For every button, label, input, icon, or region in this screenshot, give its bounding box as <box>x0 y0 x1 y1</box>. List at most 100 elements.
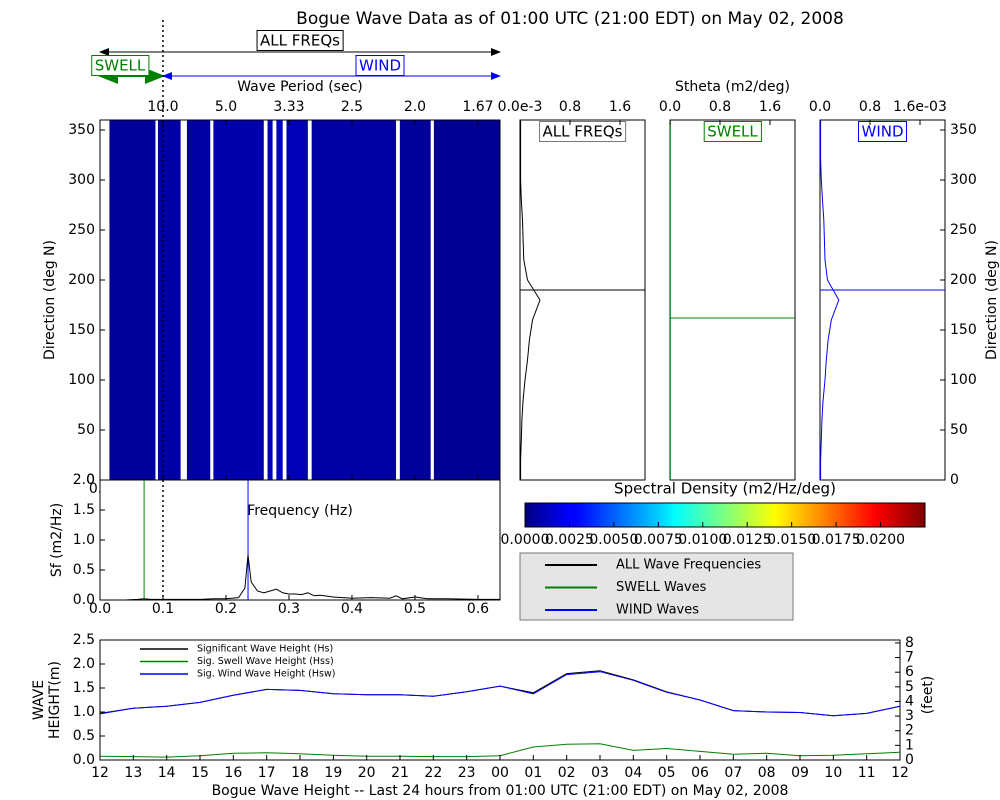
x-tick-label: 0.1 <box>152 601 174 617</box>
x-tick-label: 20 <box>358 765 376 781</box>
legend-label: Sig. Wind Wave Height (Hsw) <box>197 669 335 680</box>
y-tick-label: 0 <box>86 472 95 488</box>
y-tick-label: 150 <box>68 322 95 338</box>
panel-title: ALL FREQs <box>543 123 623 141</box>
y-tick-label: 100 <box>950 372 977 388</box>
y2-tick-label: 8 <box>905 635 914 651</box>
all-freqs-label: ALL FREQs <box>260 32 340 50</box>
heatmap-cell <box>186 120 211 480</box>
stheta-line <box>820 120 840 480</box>
x-tick-label: 0.0 <box>809 99 831 115</box>
axes-frame <box>669 119 796 481</box>
y-tick-label: 2.5 <box>73 632 95 648</box>
y-axis-label: Sf (m2/Hz) <box>49 503 65 577</box>
y-tick-label: 250 <box>950 222 977 238</box>
label-box <box>703 121 762 142</box>
y-tick-label: 200 <box>950 272 977 288</box>
y-axis-label: HEIGHT(m) <box>47 661 63 739</box>
heatmap-cell <box>213 120 264 480</box>
x-tick-label: 13 <box>124 765 142 781</box>
panel-title: WIND <box>861 123 903 141</box>
wind-label: WIND <box>359 57 401 75</box>
colorbar-tick-label: 0.0000 <box>501 532 550 548</box>
x-tick-label: 05 <box>658 765 676 781</box>
panel-title: SWELL <box>707 123 758 141</box>
legend-label: SWELL Waves <box>616 580 707 595</box>
y2-tick-label: 2 <box>905 723 914 739</box>
x-tick-label: 0.8 <box>559 99 581 115</box>
colorbar-tick-label: 0.0050 <box>589 532 638 548</box>
colorbar-label: Spectral Density (m2/Hz/deg) <box>614 480 836 498</box>
x-tick-label: 01 <box>524 765 542 781</box>
x-tick-label: 23 <box>458 765 476 781</box>
y-tick-label: 300 <box>950 172 977 188</box>
y-tick-label: 350 <box>950 122 977 138</box>
y2-tick-label: 5 <box>905 679 914 695</box>
y-axis-label: Direction (deg N) <box>984 240 1000 360</box>
x-tick-label: 0.5 <box>404 601 426 617</box>
y-tick-label: 0.5 <box>73 728 95 744</box>
legend-label: Significant Wave Height (Hs) <box>197 644 333 655</box>
x-tick-label: 03 <box>591 765 609 781</box>
axes-frame <box>99 479 501 601</box>
stheta-line <box>520 120 541 480</box>
x2-tick-label: 2.5 <box>341 99 363 115</box>
x-tick-label: 11 <box>858 765 876 781</box>
x-tick-label: 14 <box>158 765 176 781</box>
x-tick-label: 15 <box>191 765 209 781</box>
y-axis-label: WAVE <box>31 680 47 720</box>
x-tick-label: 10 <box>824 765 842 781</box>
y-tick-label: 1.0 <box>73 532 95 548</box>
y-tick-label: 2.0 <box>73 656 95 672</box>
x-tick-label: 12 <box>91 765 109 781</box>
x-tick-label: 0.4 <box>341 601 363 617</box>
label-box <box>256 30 344 51</box>
y-tick-label: 2.0 <box>73 472 95 488</box>
y-tick-label: 1.0 <box>73 704 95 720</box>
label-box <box>91 55 150 76</box>
axes-frame <box>519 119 646 481</box>
axes-frame <box>819 119 946 481</box>
y-tick-label: 300 <box>68 172 95 188</box>
y-tick-label: 350 <box>68 122 95 138</box>
legend-label: Sig. Swell Wave Height (Hss) <box>197 656 334 667</box>
x-axis-label: Bogue Wave Height -- Last 24 hours from … <box>212 783 789 799</box>
figure-title: Bogue Wave Data as of 01:00 UTC (21:00 E… <box>296 9 844 29</box>
y-tick-label: 1.5 <box>73 502 95 518</box>
x-tick-label: 06 <box>691 765 709 781</box>
y2-tick-label: 7 <box>905 650 914 666</box>
y-tick-label: 100 <box>68 372 95 388</box>
x-tick-label: 0.8 <box>859 99 881 115</box>
x-tick-label: 1.6e-03 <box>893 99 947 115</box>
y-tick-label: 0.0 <box>73 752 95 768</box>
heatmap-cell <box>399 120 431 480</box>
y-tick-label: 0.5 <box>73 562 95 578</box>
swell-label: SWELL <box>95 57 146 75</box>
y-tick-label: 0 <box>950 472 959 488</box>
y-axis-label: Direction (deg N) <box>42 240 58 360</box>
y2-tick-label: 6 <box>905 664 914 680</box>
x2-tick-label: 3.33 <box>273 99 304 115</box>
x-axis-label: Frequency (Hz) <box>247 503 353 519</box>
x-tick-label: 0.0e-3 <box>498 99 543 115</box>
heatmap-cell <box>433 120 500 480</box>
label-box <box>355 55 405 76</box>
x-tick-label: 16 <box>224 765 242 781</box>
heatmap-cell <box>311 120 397 480</box>
colorbar-tick-label: 0.0100 <box>678 532 727 548</box>
heatmap-cell <box>286 120 308 480</box>
y-tick-label: 0.0 <box>73 592 95 608</box>
x-tick-label: 07 <box>724 765 742 781</box>
label-box <box>539 121 627 142</box>
x-tick-label: 0.3 <box>278 601 300 617</box>
x-tick-label: 09 <box>791 765 809 781</box>
y-tick-label: 250 <box>68 222 95 238</box>
heatmap-cell <box>276 120 283 480</box>
x-tick-label: 00 <box>491 765 509 781</box>
y-tick-label: 50 <box>77 422 95 438</box>
x-tick-label: 21 <box>391 765 409 781</box>
legend-label: WIND Waves <box>616 603 699 618</box>
heatmap-cell <box>267 120 273 480</box>
y2-tick-label: 0 <box>905 752 914 768</box>
colorbar-tick-label: 0.0075 <box>634 532 683 548</box>
